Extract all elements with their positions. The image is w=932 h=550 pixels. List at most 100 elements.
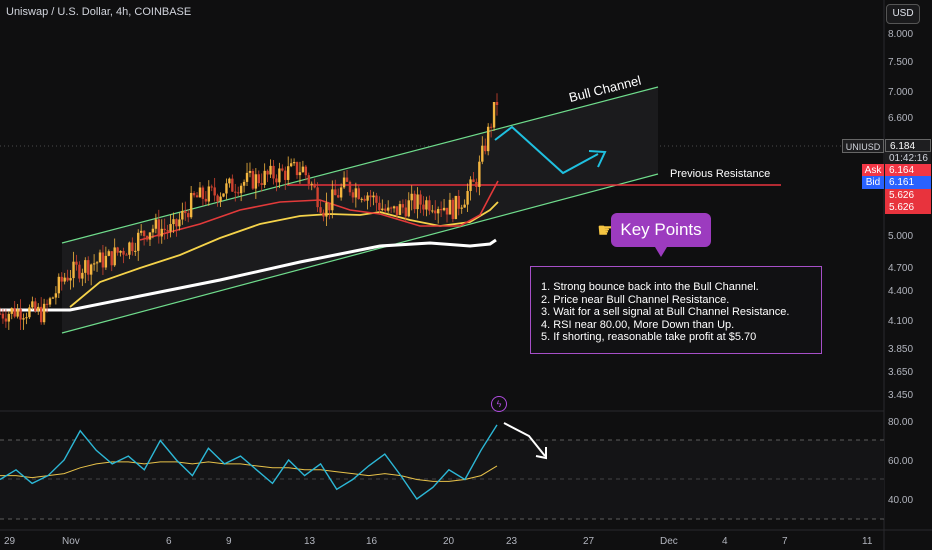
candle-body (495, 101, 499, 106)
candle-body (116, 247, 119, 253)
candle-body (436, 209, 440, 214)
time-label: 13 (304, 536, 316, 547)
candle-body (310, 183, 313, 185)
candle-body (225, 183, 228, 194)
candle-body (295, 162, 299, 176)
candle-body (160, 228, 163, 237)
candle-body (478, 161, 481, 187)
time-label: 16 (366, 536, 378, 547)
candle-body (325, 202, 328, 217)
countdown-tag: 01:42:16 (885, 152, 931, 165)
symbol-title: Uniswap / U.S. Dollar, 4h, COINBASE (6, 6, 192, 18)
candle-body (416, 194, 419, 210)
candle-body (354, 188, 358, 198)
candle-body (157, 219, 161, 237)
candle-body (351, 192, 355, 198)
candle-body (378, 202, 381, 211)
candle-body (181, 210, 184, 220)
candle-body (54, 293, 58, 298)
candle-body (0, 313, 2, 315)
candle-body (28, 307, 31, 318)
candle-body (148, 232, 152, 240)
candle-body (266, 170, 269, 175)
candle-body (475, 181, 478, 187)
currency-selector[interactable]: USD (886, 4, 920, 24)
rsi-tick-label: 60.00 (888, 456, 913, 467)
time-label: Nov (62, 536, 80, 547)
candle-body (169, 224, 172, 232)
candle-body (51, 297, 55, 299)
candle-body (210, 186, 213, 188)
candle-body (234, 191, 237, 193)
candle-body (287, 166, 290, 180)
candle-body (466, 191, 469, 205)
channel-lower-line (61, 173, 659, 334)
candle-body (125, 254, 128, 256)
candle-body (486, 126, 490, 152)
candle-body (489, 126, 493, 128)
candle-body (386, 207, 390, 211)
candle-body (213, 187, 216, 196)
current-price-tag: 6.184 (885, 139, 931, 152)
candle-body (187, 213, 190, 218)
candle-body (275, 178, 278, 183)
notes-box: 1. Strong bounce back into the Bull Chan… (530, 266, 822, 354)
candle-body (10, 308, 13, 314)
candle-body (101, 252, 105, 268)
candle-body (166, 230, 169, 232)
candle-body (201, 187, 205, 199)
price-axis-ticks: 8.000 7.500 7.000 6.600 5.000 4.700 4.400 4.100… (888, 29, 913, 401)
ask-label: Ask (862, 164, 884, 177)
candle-body (263, 170, 266, 185)
candle-body (278, 168, 281, 183)
candle-body (272, 165, 275, 179)
candle-body (460, 207, 463, 209)
lightning-icon[interactable]: ϟ (491, 396, 507, 412)
candle-body (154, 219, 158, 229)
candle-body (45, 303, 49, 305)
candle-body (39, 306, 43, 323)
candle-body (392, 206, 396, 209)
candle-body (137, 232, 140, 251)
time-label: 23 (506, 536, 518, 547)
candle-body (381, 208, 384, 211)
candle-body (357, 188, 360, 199)
price-tick-label: 3.450 (888, 390, 913, 401)
candle-body (178, 219, 181, 227)
candle-body (331, 189, 334, 211)
candle-body (410, 193, 413, 201)
candle-body (189, 192, 193, 218)
candle-body (319, 207, 322, 213)
candle-body (195, 195, 199, 198)
candle-body (25, 317, 28, 319)
candle-body (242, 181, 246, 186)
candle-body (95, 262, 99, 264)
candle-body (131, 242, 134, 252)
candle-body (360, 198, 363, 200)
candles (0, 93, 499, 330)
candle-body (175, 219, 178, 227)
candle-body (369, 195, 372, 198)
candle-body (372, 195, 375, 198)
candle-body (254, 174, 258, 189)
candle-body (434, 210, 437, 214)
candle-body (63, 277, 66, 282)
candle-body (239, 185, 243, 194)
candle-body (425, 200, 428, 210)
time-label: 20 (443, 536, 455, 547)
candle-body (289, 163, 293, 167)
candle-body (407, 200, 410, 217)
time-label: 9 (226, 536, 232, 547)
candle-body (87, 260, 90, 275)
candle-body (104, 255, 108, 268)
rsi-band (0, 440, 884, 519)
note-line: 2. Price near Bull Channel Resistance. (541, 293, 730, 306)
candle-body (481, 145, 484, 162)
candle-body (413, 193, 416, 210)
candle-body (334, 189, 337, 196)
candle-body (31, 301, 34, 308)
ma-yellow-line (69, 201, 499, 308)
candle-body (172, 219, 175, 225)
price-tick-label: 3.650 (888, 367, 913, 378)
rsi-ma-line (0, 461, 498, 482)
